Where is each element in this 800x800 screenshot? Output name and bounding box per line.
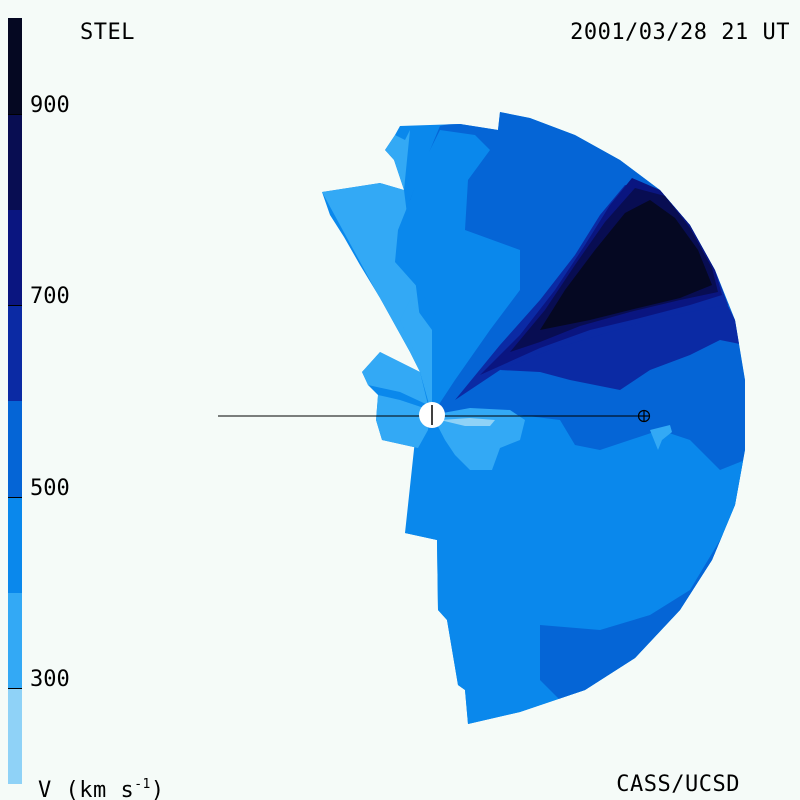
contour-300-400-earth — [650, 425, 672, 450]
colorbar-unit-label: V (km s-1) — [38, 777, 165, 800]
colorbar-band — [8, 305, 22, 401]
contour-400-500-north — [395, 130, 520, 415]
contour-300-400-west — [376, 395, 430, 448]
earth-marker — [637, 409, 651, 423]
colorbar-band — [8, 113, 22, 210]
contour-300-400-tip — [385, 130, 410, 190]
colorbar-band — [8, 18, 22, 114]
colorbar-band — [8, 688, 22, 784]
timestamp-label: 2001/03/28 21 UT — [570, 20, 790, 45]
contour-200-300-near-sun — [440, 418, 495, 426]
colorbar-tick — [8, 688, 22, 689]
colorbar-tick-label: 700 — [30, 284, 70, 309]
contour-600-700 — [432, 300, 745, 415]
contour-900-plus — [540, 200, 712, 330]
colorbar-tick-label: 900 — [30, 93, 70, 118]
contour-500-600-south — [540, 500, 745, 700]
contour-300-400-west-2 — [362, 352, 428, 405]
colorbar-tick-label: 500 — [30, 476, 70, 501]
colorbar-band — [8, 592, 22, 689]
credit-label: CASS/UCSD — [616, 772, 740, 797]
contour-300-400-north-lobe — [400, 300, 432, 415]
velocity-contours — [322, 112, 745, 724]
instrument-label: STEL — [80, 20, 135, 45]
colorbar-tick-label: 300 — [30, 667, 70, 692]
colorbar-tick — [8, 497, 22, 498]
velocity-colorbar — [8, 18, 22, 784]
sun-marker — [419, 402, 445, 428]
colorbar-tick — [8, 114, 22, 115]
colorbar-band — [8, 209, 22, 306]
colorbar-band — [8, 401, 22, 497]
colorbar-tick — [8, 305, 22, 306]
colorbar-band — [8, 496, 22, 593]
